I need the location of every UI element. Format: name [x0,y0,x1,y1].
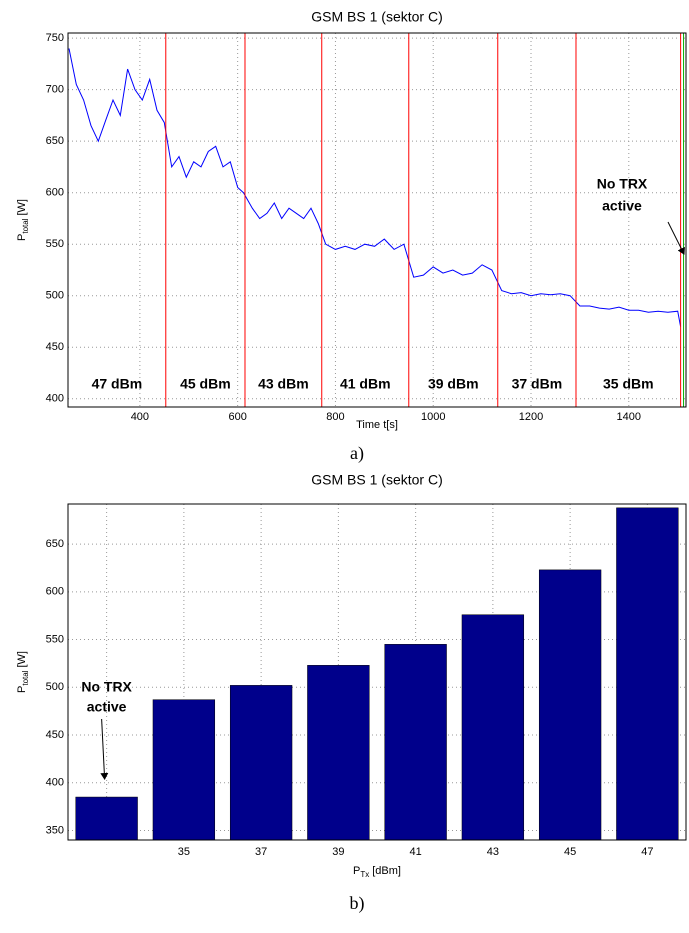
annotation: No TRX [81,679,132,695]
annotation: active [602,198,642,214]
bar [461,614,525,841]
y-tick-label: 550 [46,633,64,645]
segment-label: 35 dBm [603,376,654,392]
y-axis-label: Ptotal [W] [16,199,30,241]
bar [384,644,447,841]
x-tick-label: 47 [641,846,653,858]
chart-title: GSM BS 1 (sektor C) [311,472,442,488]
y-axis-label: Ptotal [W] [16,651,30,693]
caption: b) [350,893,365,914]
x-axis-label: Time t[s] [356,419,398,431]
chart-title: GSM BS 1 (sektor C) [311,9,442,25]
y-tick-label: 600 [46,187,64,199]
x-tick-label: 39 [332,846,344,858]
y-tick-label: 400 [46,777,64,789]
bar [307,665,370,841]
y-tick-label: 750 [46,32,64,44]
x-tick-label: 41 [410,846,422,858]
x-tick-label: 800 [326,411,344,423]
segment-label: 41 dBm [340,376,391,392]
bar [152,699,216,841]
y-tick-label: 550 [46,238,64,250]
y-tick-label: 650 [46,135,64,147]
y-tick-label: 500 [46,681,64,693]
x-axis-label-main: P [353,865,360,877]
x-axis-label-unit: [dBm] [372,865,401,877]
x-tick-label: 43 [487,846,499,858]
x-tick-label: 1000 [421,411,445,423]
bar [538,569,602,841]
x-tick-label: 400 [131,411,149,423]
y-tick-label: 450 [46,341,64,353]
x-tick-label: 45 [564,846,576,858]
y-axis-label-unit: [W] [16,651,28,668]
segment-label: 37 dBm [512,376,563,392]
annotation: active [87,699,127,715]
caption: a) [350,443,364,464]
annotation-arrow [100,718,109,781]
y-axis-label-main: P [16,686,28,693]
segment-label: 47 dBm [92,376,143,392]
bar [616,507,679,841]
annotation: No TRX [597,176,648,192]
plot-frame [67,503,687,841]
x-tick-label: 600 [228,411,246,423]
plot-frame [67,32,687,408]
segment-label: 45 dBm [180,376,231,392]
y-tick-label: 400 [46,393,64,405]
bar [75,796,138,841]
annotation-arrow [667,221,685,255]
y-tick-label: 700 [46,84,64,96]
y-tick-label: 350 [46,824,64,836]
x-tick-label: 1200 [519,411,543,423]
y-tick-label: 450 [46,729,64,741]
y-axis-label-sub: total [21,218,30,233]
y-tick-label: 500 [46,290,64,302]
segment-label: 43 dBm [258,376,309,392]
y-tick-label: 600 [46,586,64,598]
bar [229,685,293,841]
x-axis-label: PTx [dBm] [353,865,401,879]
plot-area [68,33,686,407]
x-tick-label: 1400 [617,411,641,423]
segment-label: 39 dBm [428,376,479,392]
data-line [68,48,682,327]
y-axis-label-sub: total [21,670,30,685]
x-tick-label: 35 [178,846,190,858]
x-axis-label-sub: Tx [360,870,369,879]
y-axis-label-main: P [16,234,28,241]
x-tick-label: 37 [255,846,267,858]
y-tick-label: 650 [46,538,64,550]
y-axis-label-unit: [W] [16,199,28,216]
